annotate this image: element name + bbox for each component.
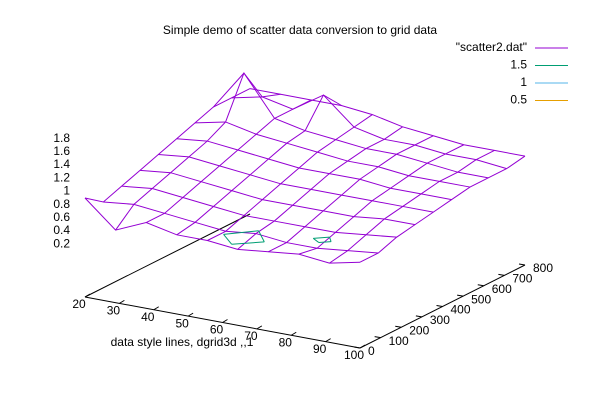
contour-segment — [318, 241, 332, 244]
surface-column — [115, 72, 281, 231]
z-tick-label: 1.8 — [53, 131, 70, 145]
legend-label: "scatter2.dat" — [456, 40, 527, 54]
y-tick-label: 600 — [492, 282, 512, 296]
y-tick — [395, 325, 402, 328]
y-tick — [415, 315, 422, 318]
surface-row — [158, 154, 434, 213]
surface-column — [329, 149, 495, 264]
x-tick-label: 90 — [313, 342, 327, 356]
z-tick-label: 1.4 — [53, 157, 70, 171]
surface-column — [84, 88, 251, 203]
contour-segment — [231, 241, 265, 245]
y-tick-label: 400 — [451, 303, 471, 317]
y-tick — [457, 294, 464, 297]
y-tick — [436, 305, 443, 307]
surface-column — [176, 94, 343, 236]
x-tick-label: 40 — [141, 310, 155, 324]
y-tick-label: 700 — [512, 272, 532, 286]
contour-segment — [313, 236, 330, 239]
surface-column — [359, 155, 526, 263]
y-tick-label: 500 — [471, 292, 491, 306]
base-border — [84, 213, 251, 298]
surface-row — [249, 88, 526, 157]
x-tick-label: 30 — [107, 304, 121, 318]
surface-row — [194, 121, 471, 188]
y-tick — [353, 346, 361, 349]
x-tick — [84, 293, 91, 298]
x-tick — [153, 306, 160, 311]
surface-row — [139, 169, 416, 226]
y-tick — [477, 284, 484, 287]
z-tick-label: 0.4 — [53, 223, 70, 237]
contour-segment — [258, 230, 265, 243]
z-tick-label: 1.6 — [53, 144, 70, 158]
y-tick — [518, 263, 526, 266]
surface-column — [267, 135, 434, 253]
y-tick — [498, 273, 505, 276]
y-tick-label: 100 — [389, 334, 409, 348]
surface-row — [121, 185, 397, 238]
x-tick — [325, 338, 331, 343]
surface-row — [231, 94, 507, 170]
x-tick-label: 60 — [210, 323, 224, 337]
contour-segment — [312, 237, 320, 243]
contour-segment — [223, 234, 233, 245]
x-tick — [290, 331, 297, 336]
x-tick — [256, 325, 263, 330]
z-tick-label: 1 — [63, 184, 70, 198]
chart-title: Simple demo of scatter data conversion t… — [163, 23, 437, 37]
surface-row — [84, 197, 361, 264]
y-tick — [374, 336, 381, 339]
x-tick-label: 80 — [279, 335, 293, 349]
y-tick-label: 200 — [409, 323, 429, 337]
z-tick-label: 0.8 — [53, 197, 70, 211]
surface-column — [298, 144, 465, 255]
x-tick — [119, 299, 125, 304]
x-axis-label: data style lines, dgrid3d ,,1 — [111, 335, 254, 349]
y-tick-label: 0 — [368, 344, 375, 358]
x-tick-label: 70 — [244, 329, 258, 343]
contour-segment — [223, 230, 259, 235]
x-tick-label: 100 — [344, 348, 364, 362]
surface-row — [176, 138, 452, 201]
z-tick-label: 1.2 — [53, 170, 70, 184]
surface-column — [207, 114, 373, 241]
legend-label: 1 — [520, 75, 527, 89]
surface-column — [145, 99, 312, 223]
legend-label: 0.5 — [510, 93, 527, 107]
surface-row — [212, 72, 489, 179]
z-tick-label: 0.2 — [53, 236, 70, 250]
contour-segment — [329, 237, 332, 242]
x-tick — [187, 312, 194, 317]
y-tick-label: 300 — [430, 313, 450, 327]
x-tick — [222, 319, 228, 323]
surface-column — [237, 126, 403, 250]
x-tick-label: 20 — [72, 297, 86, 311]
x-tick-label: 50 — [175, 316, 189, 330]
legend-label: 1.5 — [510, 58, 527, 72]
z-tick-label: 0.6 — [53, 210, 70, 224]
x-tick — [359, 344, 366, 349]
y-tick-label: 800 — [533, 261, 553, 275]
